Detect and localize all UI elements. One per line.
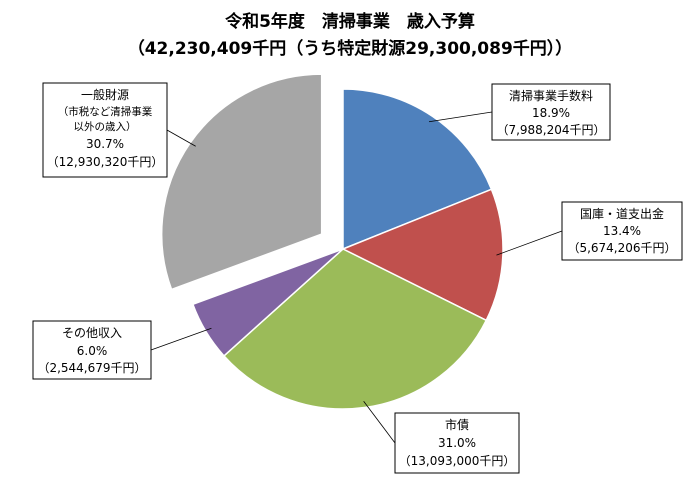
label-general-percent: 30.7% xyxy=(86,137,124,151)
label-subsidy-amount: （5,674,206千円） xyxy=(567,241,676,255)
label-subsidy-percent: 13.4% xyxy=(603,224,641,238)
pie-slice-bonds xyxy=(222,248,488,410)
label-other-percent: 6.0% xyxy=(77,344,108,358)
label-bonds-name: 市債 xyxy=(445,417,469,432)
label-fees-name: 清掃事業手数料 xyxy=(509,88,593,103)
chart-subtitle: （42,230,409千円（うち特定財源29,300,089千円）） xyxy=(128,38,573,59)
leader-line-other xyxy=(150,327,212,351)
label-fees: 清掃事業手数料 18.9% （7,988,204千円） xyxy=(491,83,611,141)
pie-slice-general xyxy=(161,73,323,291)
leader-line-subsidy xyxy=(496,230,563,256)
pie-slices xyxy=(161,73,504,410)
label-general: 一般財源 （市税など清掃事業 以外の歳入） 30.7% （12,930,320千… xyxy=(42,82,168,178)
label-fees-percent: 18.9% xyxy=(532,106,570,120)
pie-slice-other xyxy=(191,248,344,357)
label-fees-amount: （7,988,204千円） xyxy=(496,123,605,137)
label-general-note-2: 以外の歳入） xyxy=(74,121,137,133)
label-subsidy-name: 国庫・道支出金 xyxy=(580,206,664,221)
pie-slice-subsidy xyxy=(341,188,504,322)
label-general-note-1: （市税など清掃事業 xyxy=(58,105,153,118)
leader-line-fees xyxy=(428,111,493,123)
chart-title: 令和5年度 清掃事業 歳入予算 xyxy=(225,11,475,32)
label-general-name: 一般財源 xyxy=(81,87,129,102)
label-bonds: 市債 31.0% （13,093,000千円） xyxy=(394,412,520,474)
pie-slice-fees xyxy=(342,88,493,251)
label-other-amount: （2,544,679千円） xyxy=(37,361,146,375)
label-bonds-percent: 31.0% xyxy=(438,436,476,450)
leader-line-bonds xyxy=(363,400,396,444)
leader-lines xyxy=(150,111,563,444)
label-general-amount: （12,930,320千円） xyxy=(47,155,164,169)
label-other: その他収入 6.0% （2,544,679千円） xyxy=(32,320,152,380)
label-other-name: その他収入 xyxy=(62,326,122,340)
label-bonds-amount: （13,093,000千円） xyxy=(399,454,516,468)
label-subsidy: 国庫・道支出金 13.4% （5,674,206千円） xyxy=(561,201,683,261)
leader-line-general xyxy=(166,129,196,147)
